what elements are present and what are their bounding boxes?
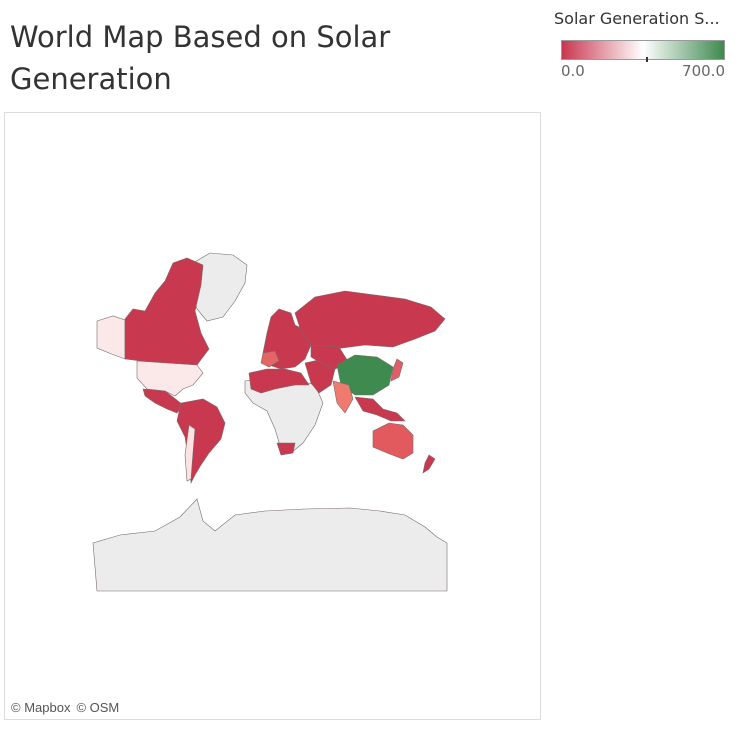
region-southeast-asia[interactable]	[354, 396, 406, 422]
map-attribution: © Mapbox © OSM	[11, 700, 125, 715]
region-kazakhstan[interactable]	[310, 344, 350, 370]
color-legend[interactable]: Solar Generation S... 0.0 700.0	[554, 8, 734, 80]
region-south-america[interactable]	[176, 398, 226, 485]
region-antarctica[interactable]	[92, 498, 448, 592]
region-japan[interactable]	[390, 358, 404, 382]
region-alaska[interactable]	[96, 315, 126, 360]
attribution-mapbox[interactable]: © Mapbox	[11, 700, 71, 715]
region-north-africa[interactable]	[248, 368, 310, 394]
legend-max-label: 700.0	[682, 62, 725, 80]
region-russia[interactable]	[294, 290, 446, 350]
world-map[interactable]	[5, 113, 540, 719]
page-title: World Map Based on Solar Generation	[10, 20, 391, 96]
legend-gradient-bar	[561, 40, 725, 62]
legend-min-label: 0.0	[561, 62, 585, 80]
legend-center-marker	[646, 57, 648, 62]
region-united-states[interactable]	[136, 360, 204, 397]
region-chile[interactable]	[184, 424, 196, 482]
region-new-zealand[interactable]	[422, 454, 436, 474]
region-south-africa[interactable]	[276, 442, 296, 456]
region-spain[interactable]	[260, 350, 280, 368]
region-mexico[interactable]	[142, 388, 184, 414]
region-australia[interactable]	[372, 422, 414, 460]
region-india[interactable]	[332, 380, 354, 414]
region-canada[interactable]	[124, 257, 210, 366]
map-view[interactable]: © Mapbox © OSM	[4, 112, 541, 720]
attribution-osm[interactable]: © OSM	[76, 700, 120, 715]
legend-title: Solar Generation S...	[554, 9, 720, 28]
